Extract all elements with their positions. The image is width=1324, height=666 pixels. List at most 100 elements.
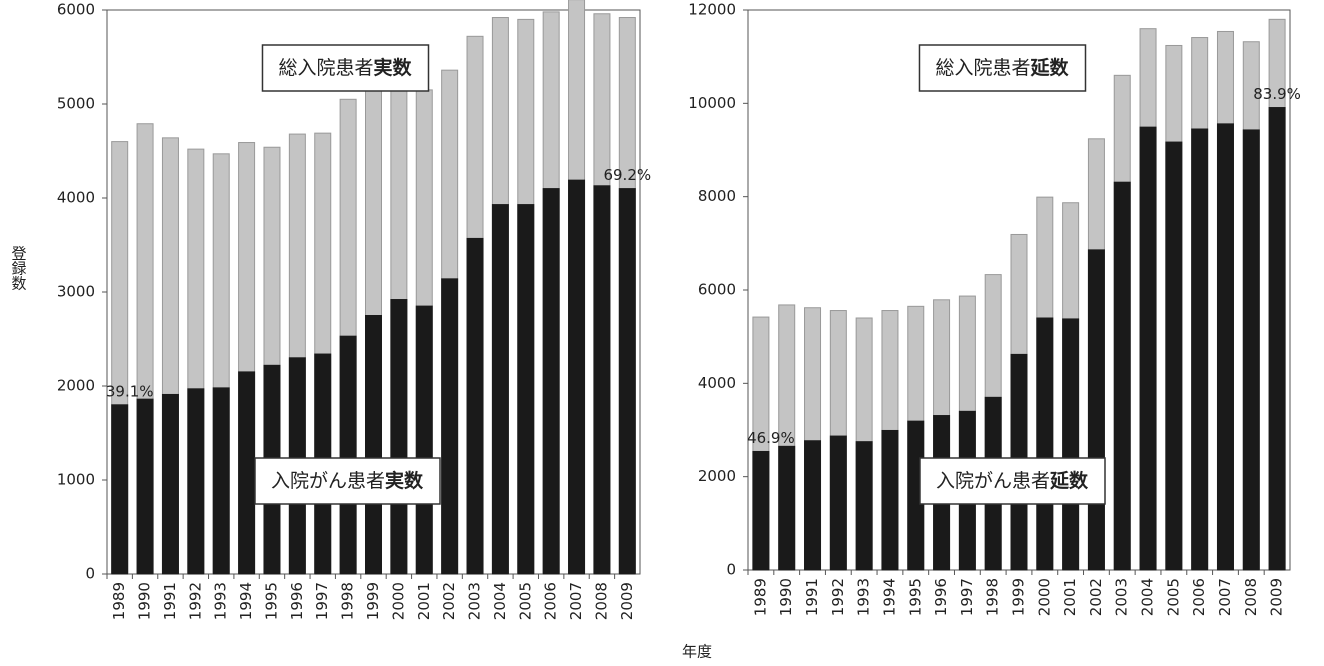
legend-frame <box>918 44 1087 92</box>
bar <box>187 388 205 575</box>
bar <box>339 335 357 575</box>
x-tick-label: 1989 <box>110 582 128 620</box>
bar <box>829 435 847 571</box>
legend-label: 入院がん患者実数 <box>271 469 424 492</box>
x-tick-label: 1996 <box>288 582 306 620</box>
x-tick-label: 1997 <box>958 578 976 616</box>
y-tick-label: 4000 <box>57 189 95 207</box>
x-tick-label: 2004 <box>491 582 509 620</box>
legend-label: 総入院患者延数 <box>935 56 1069 79</box>
legend-box: 総入院患者延数 <box>918 44 1087 92</box>
bar <box>238 371 256 575</box>
y-tick-label: 2000 <box>57 377 95 395</box>
bar <box>1191 128 1209 571</box>
x-tick-label: 2001 <box>1061 578 1079 616</box>
x-tick-label: 1991 <box>803 578 821 616</box>
x-tick-label: 2000 <box>1035 578 1053 616</box>
legend-box: 総入院患者実数 <box>261 44 430 92</box>
y-tick-label: 0 <box>85 565 95 583</box>
bar <box>881 429 899 571</box>
legend-label: 入院がん患者延数 <box>936 469 1089 492</box>
legend-box: 入院がん患者延数 <box>919 457 1106 505</box>
bar <box>542 188 560 575</box>
bar <box>1242 129 1260 571</box>
x-tick-label: 2004 <box>1139 578 1157 616</box>
x-tick-label: 2007 <box>567 582 585 620</box>
x-tick-label: 2006 <box>542 582 560 620</box>
legend-frame <box>261 44 430 92</box>
bar <box>1139 126 1157 571</box>
x-tick-label: 1997 <box>313 582 331 620</box>
x-tick-label: 2006 <box>1190 578 1208 616</box>
x-tick-label: 1995 <box>262 582 280 620</box>
bar <box>491 204 509 575</box>
bar <box>161 393 179 575</box>
x-tick-label: 1992 <box>186 582 204 620</box>
bar <box>804 440 822 571</box>
x-tick-label: 1998 <box>984 578 1002 616</box>
x-tick-label: 2007 <box>1216 578 1234 616</box>
y-tick-label: 3000 <box>57 283 95 301</box>
x-tick-label: 1993 <box>212 582 230 620</box>
bar <box>517 204 535 575</box>
y-tick-label: 4000 <box>698 374 736 392</box>
bar <box>212 387 230 575</box>
x-tick-label: 1999 <box>364 582 382 620</box>
bar <box>568 179 586 575</box>
bar <box>1268 107 1286 571</box>
bar <box>136 398 154 575</box>
y-tick-label: 1000 <box>57 471 95 489</box>
bar <box>855 441 873 571</box>
x-tick-label: 1989 <box>751 578 769 616</box>
x-tick-label: 1991 <box>161 582 179 620</box>
x-tick-label: 2002 <box>1087 578 1105 616</box>
legend-box: 入院がん患者実数 <box>254 457 441 505</box>
x-tick-label: 2005 <box>516 582 534 620</box>
bar <box>466 237 484 575</box>
x-tick-label: 1992 <box>829 578 847 616</box>
bar <box>752 450 770 571</box>
annotation: 69.2% <box>603 166 651 184</box>
bar <box>1036 317 1054 571</box>
x-tick-label: 2003 <box>1113 578 1131 616</box>
x-tick-label: 1993 <box>855 578 873 616</box>
x-tick-label: 1994 <box>237 582 255 620</box>
bar <box>1113 181 1131 571</box>
y-tick-label: 10000 <box>688 94 736 112</box>
y-tick-label: 2000 <box>698 467 736 485</box>
bar <box>1087 249 1105 571</box>
x-tick-label: 1994 <box>880 578 898 616</box>
x-tick-label: 2009 <box>1268 578 1286 616</box>
x-tick-label: 1995 <box>906 578 924 616</box>
x-axis-label: 年度 <box>682 643 712 661</box>
annotation: 83.9% <box>1253 85 1301 103</box>
x-tick-label: 1990 <box>777 578 795 616</box>
x-tick-label: 1996 <box>932 578 950 616</box>
bar <box>415 305 433 575</box>
y-tick-label: 6000 <box>57 1 95 19</box>
bar <box>1062 318 1080 571</box>
bar <box>593 185 611 575</box>
bar <box>441 278 459 575</box>
x-tick-label: 2001 <box>415 582 433 620</box>
x-tick-label: 2008 <box>1242 578 1260 616</box>
bar <box>1216 123 1234 571</box>
x-tick-label: 1990 <box>136 582 154 620</box>
bar <box>618 188 636 575</box>
bar <box>111 404 129 575</box>
y-tick-label: 5000 <box>57 95 95 113</box>
bar <box>1165 141 1183 571</box>
bar <box>778 445 796 571</box>
x-tick-label: 2003 <box>466 582 484 620</box>
x-tick-label: 1999 <box>1010 578 1028 616</box>
bar <box>390 299 408 575</box>
y-tick-label: 6000 <box>698 281 736 299</box>
bar <box>365 315 382 575</box>
y-axis-label: 登録数 <box>10 246 28 291</box>
annotation: 46.9% <box>747 429 795 447</box>
x-tick-label: 2002 <box>440 582 458 620</box>
annotation: 39.1% <box>106 382 154 400</box>
y-tick-label: 8000 <box>698 187 736 205</box>
x-tick-label: 2005 <box>1164 578 1182 616</box>
